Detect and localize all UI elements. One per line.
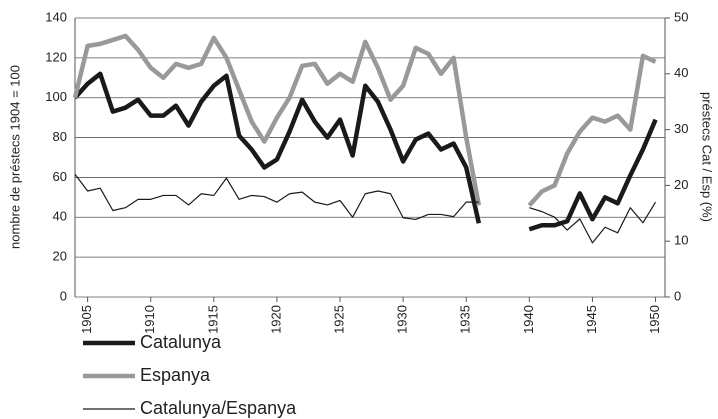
x-tick-label: 1905 xyxy=(79,305,94,334)
y-tick-label: 40 xyxy=(53,209,67,224)
y2-tick-label: 0 xyxy=(674,288,681,303)
x-tick-label: 1935 xyxy=(458,305,473,334)
legend-label: Catalunya xyxy=(140,332,222,352)
x-tick-label: 1910 xyxy=(142,305,157,334)
y-tick-label: 60 xyxy=(53,169,67,184)
legend-label: Catalunya/Espanya xyxy=(140,398,297,418)
x-tick-label: 1940 xyxy=(521,305,536,334)
y-tick-label: 0 xyxy=(60,288,67,303)
y2-tick-label: 30 xyxy=(674,121,688,136)
y2-axis-label: préstecs Cat / Esp (%) xyxy=(700,92,715,222)
y2-tick-label: 20 xyxy=(674,177,688,192)
y-tick-label: 20 xyxy=(53,249,67,264)
series-line xyxy=(72,33,657,207)
x-tick-label: 1945 xyxy=(584,305,599,334)
x-tick-label: 1915 xyxy=(205,305,220,334)
y2-tick-label: 40 xyxy=(674,65,688,80)
y-tick-label: 100 xyxy=(45,89,67,104)
series-line xyxy=(73,71,658,232)
x-tick-label: 1920 xyxy=(268,305,283,334)
x-tick-label: 1930 xyxy=(395,305,410,334)
x-tick-label: 1925 xyxy=(331,305,346,334)
y2-tick-label: 10 xyxy=(674,233,688,248)
legend-label: Espanya xyxy=(140,365,211,385)
series-line xyxy=(74,173,657,244)
y-axis-label: nombre de préstecs 1904 = 100 xyxy=(7,65,22,249)
y-tick-label: 140 xyxy=(45,9,67,24)
x-tick-label: 1950 xyxy=(647,305,662,334)
y-tick-label: 80 xyxy=(53,129,67,144)
y2-tick-label: 50 xyxy=(674,9,688,24)
y-tick-label: 120 xyxy=(45,49,67,64)
